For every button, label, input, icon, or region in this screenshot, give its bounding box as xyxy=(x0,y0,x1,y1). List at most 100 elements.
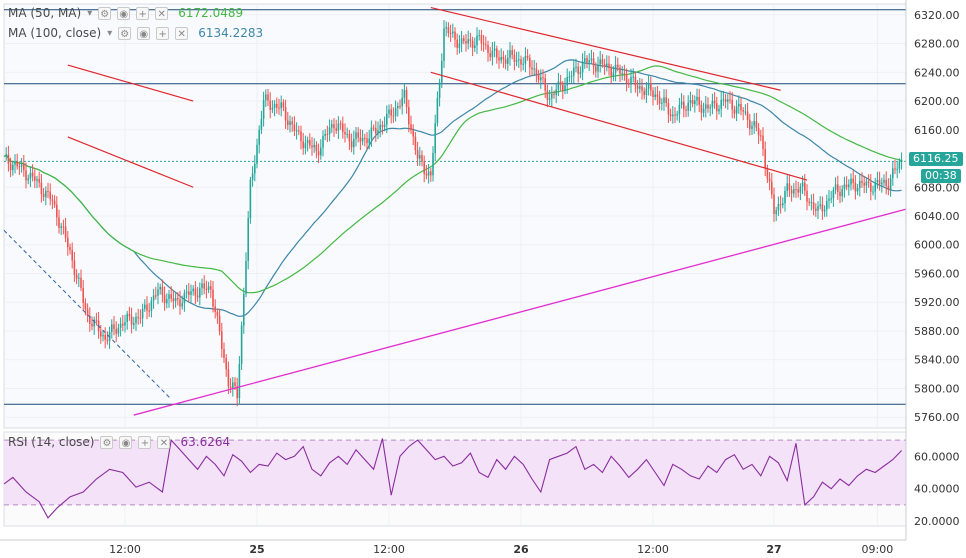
candle-body xyxy=(757,127,760,136)
plus-icon[interactable]: + xyxy=(156,26,170,40)
candle-body xyxy=(133,323,135,325)
candle-body xyxy=(141,308,144,319)
candle-body xyxy=(801,182,804,187)
candle-body xyxy=(348,133,351,142)
candle-body xyxy=(595,66,597,72)
settings-icon[interactable]: ⚙ xyxy=(100,435,114,449)
chevron-down-icon[interactable]: ▾ xyxy=(87,7,93,19)
candle-body xyxy=(678,104,681,115)
candle-body xyxy=(335,128,337,131)
candle-body xyxy=(229,386,232,388)
candle-body xyxy=(570,75,573,77)
candle-body xyxy=(535,68,538,75)
candle-body xyxy=(322,135,324,148)
support-line-path xyxy=(133,203,924,416)
candle-body xyxy=(826,200,828,210)
candle-body xyxy=(568,76,571,78)
candle-body xyxy=(258,129,260,145)
trend-channels[interactable] xyxy=(3,7,808,400)
candle-body xyxy=(727,99,729,102)
candle-body xyxy=(685,109,687,111)
settings-icon[interactable]: ⚙ xyxy=(118,26,132,40)
candle-body xyxy=(298,130,300,132)
candle-body xyxy=(383,124,386,127)
rsi-line xyxy=(3,438,902,519)
rsi-tick-label: 60.0000 xyxy=(914,450,960,463)
candle-body xyxy=(548,98,551,100)
candle-body xyxy=(20,163,23,167)
candle-body xyxy=(669,114,672,117)
close-icon[interactable]: ✕ xyxy=(155,6,169,20)
candle-body xyxy=(333,124,335,129)
candle-body xyxy=(232,382,234,388)
candle-body xyxy=(592,58,595,67)
candle-body xyxy=(841,189,843,197)
y-tick-label: 6000.00 xyxy=(914,239,960,252)
candle-body xyxy=(386,113,388,125)
candle-body xyxy=(460,38,463,44)
candle-body xyxy=(181,303,183,307)
candle-body xyxy=(40,182,43,194)
candle-body xyxy=(720,99,722,109)
legend-ma100[interactable]: MA (100, close) ▾ ⚙ ◉ + ✕ 6134.2283 xyxy=(8,26,263,40)
candle-body xyxy=(144,304,146,309)
candle-body xyxy=(707,104,709,109)
candle-body xyxy=(117,327,120,334)
candle-body xyxy=(515,60,518,62)
candle-body xyxy=(449,33,452,35)
candle-body xyxy=(377,130,379,134)
legend-ma100-label: MA (100, close) xyxy=(8,26,102,40)
y-tick-label: 6080.00 xyxy=(914,181,960,194)
support-line[interactable] xyxy=(133,203,924,416)
eye-icon[interactable]: ◉ xyxy=(117,6,131,20)
candle-body xyxy=(680,101,683,105)
candle-body xyxy=(262,100,265,119)
legend-ma50[interactable]: MA (50, MA) ▾ ⚙ ◉ + ✕ 6172.0489 xyxy=(8,6,243,20)
candle-body xyxy=(73,260,76,275)
candle-body xyxy=(702,108,705,113)
candle-body xyxy=(350,141,353,148)
close-icon[interactable]: ✕ xyxy=(175,26,189,40)
chevron-down-icon[interactable]: ▾ xyxy=(107,27,113,39)
candle-body xyxy=(762,135,764,150)
eye-icon[interactable]: ◉ xyxy=(119,435,133,449)
x-tick-label: 12:00 xyxy=(373,543,405,556)
plus-icon[interactable]: + xyxy=(138,435,152,449)
candle-body xyxy=(315,144,318,152)
candle-body xyxy=(328,127,331,135)
candle-body xyxy=(588,60,590,63)
candle-body xyxy=(75,274,78,279)
candle-body xyxy=(47,190,49,192)
candle-body xyxy=(542,77,544,79)
candle-body xyxy=(724,99,727,102)
candle-body xyxy=(733,109,736,114)
eye-icon[interactable]: ◉ xyxy=(137,26,151,40)
candle-body xyxy=(124,321,126,326)
candle-body xyxy=(861,180,863,183)
settings-icon[interactable]: ⚙ xyxy=(98,6,112,20)
plus-icon[interactable]: + xyxy=(136,6,150,20)
candle-body xyxy=(344,131,346,135)
candle-body xyxy=(744,111,747,113)
legend-rsi[interactable]: RSI (14, close) ⚙ ◉ + ✕ 63.6264 xyxy=(8,435,230,449)
candle-body xyxy=(656,94,659,97)
candle-body xyxy=(773,194,775,215)
candle-body xyxy=(898,161,901,169)
candle-body xyxy=(674,114,676,116)
candle-body xyxy=(245,260,247,294)
candle-body xyxy=(289,121,291,126)
candle-body xyxy=(647,83,650,89)
candle-body xyxy=(509,50,511,58)
candle-body xyxy=(67,237,69,248)
candle-body xyxy=(324,133,326,136)
candle-body xyxy=(799,186,802,193)
candle-body xyxy=(339,123,342,125)
candle-body xyxy=(225,358,227,370)
candle-body xyxy=(392,115,395,117)
candle-body xyxy=(317,151,320,156)
candle-body xyxy=(115,329,117,334)
close-icon[interactable]: ✕ xyxy=(157,435,171,449)
candle-body xyxy=(38,179,40,183)
candle-body xyxy=(870,182,872,192)
